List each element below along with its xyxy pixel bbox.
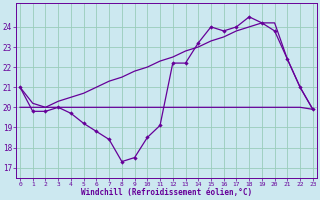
X-axis label: Windchill (Refroidissement éolien,°C): Windchill (Refroidissement éolien,°C) bbox=[81, 188, 252, 197]
